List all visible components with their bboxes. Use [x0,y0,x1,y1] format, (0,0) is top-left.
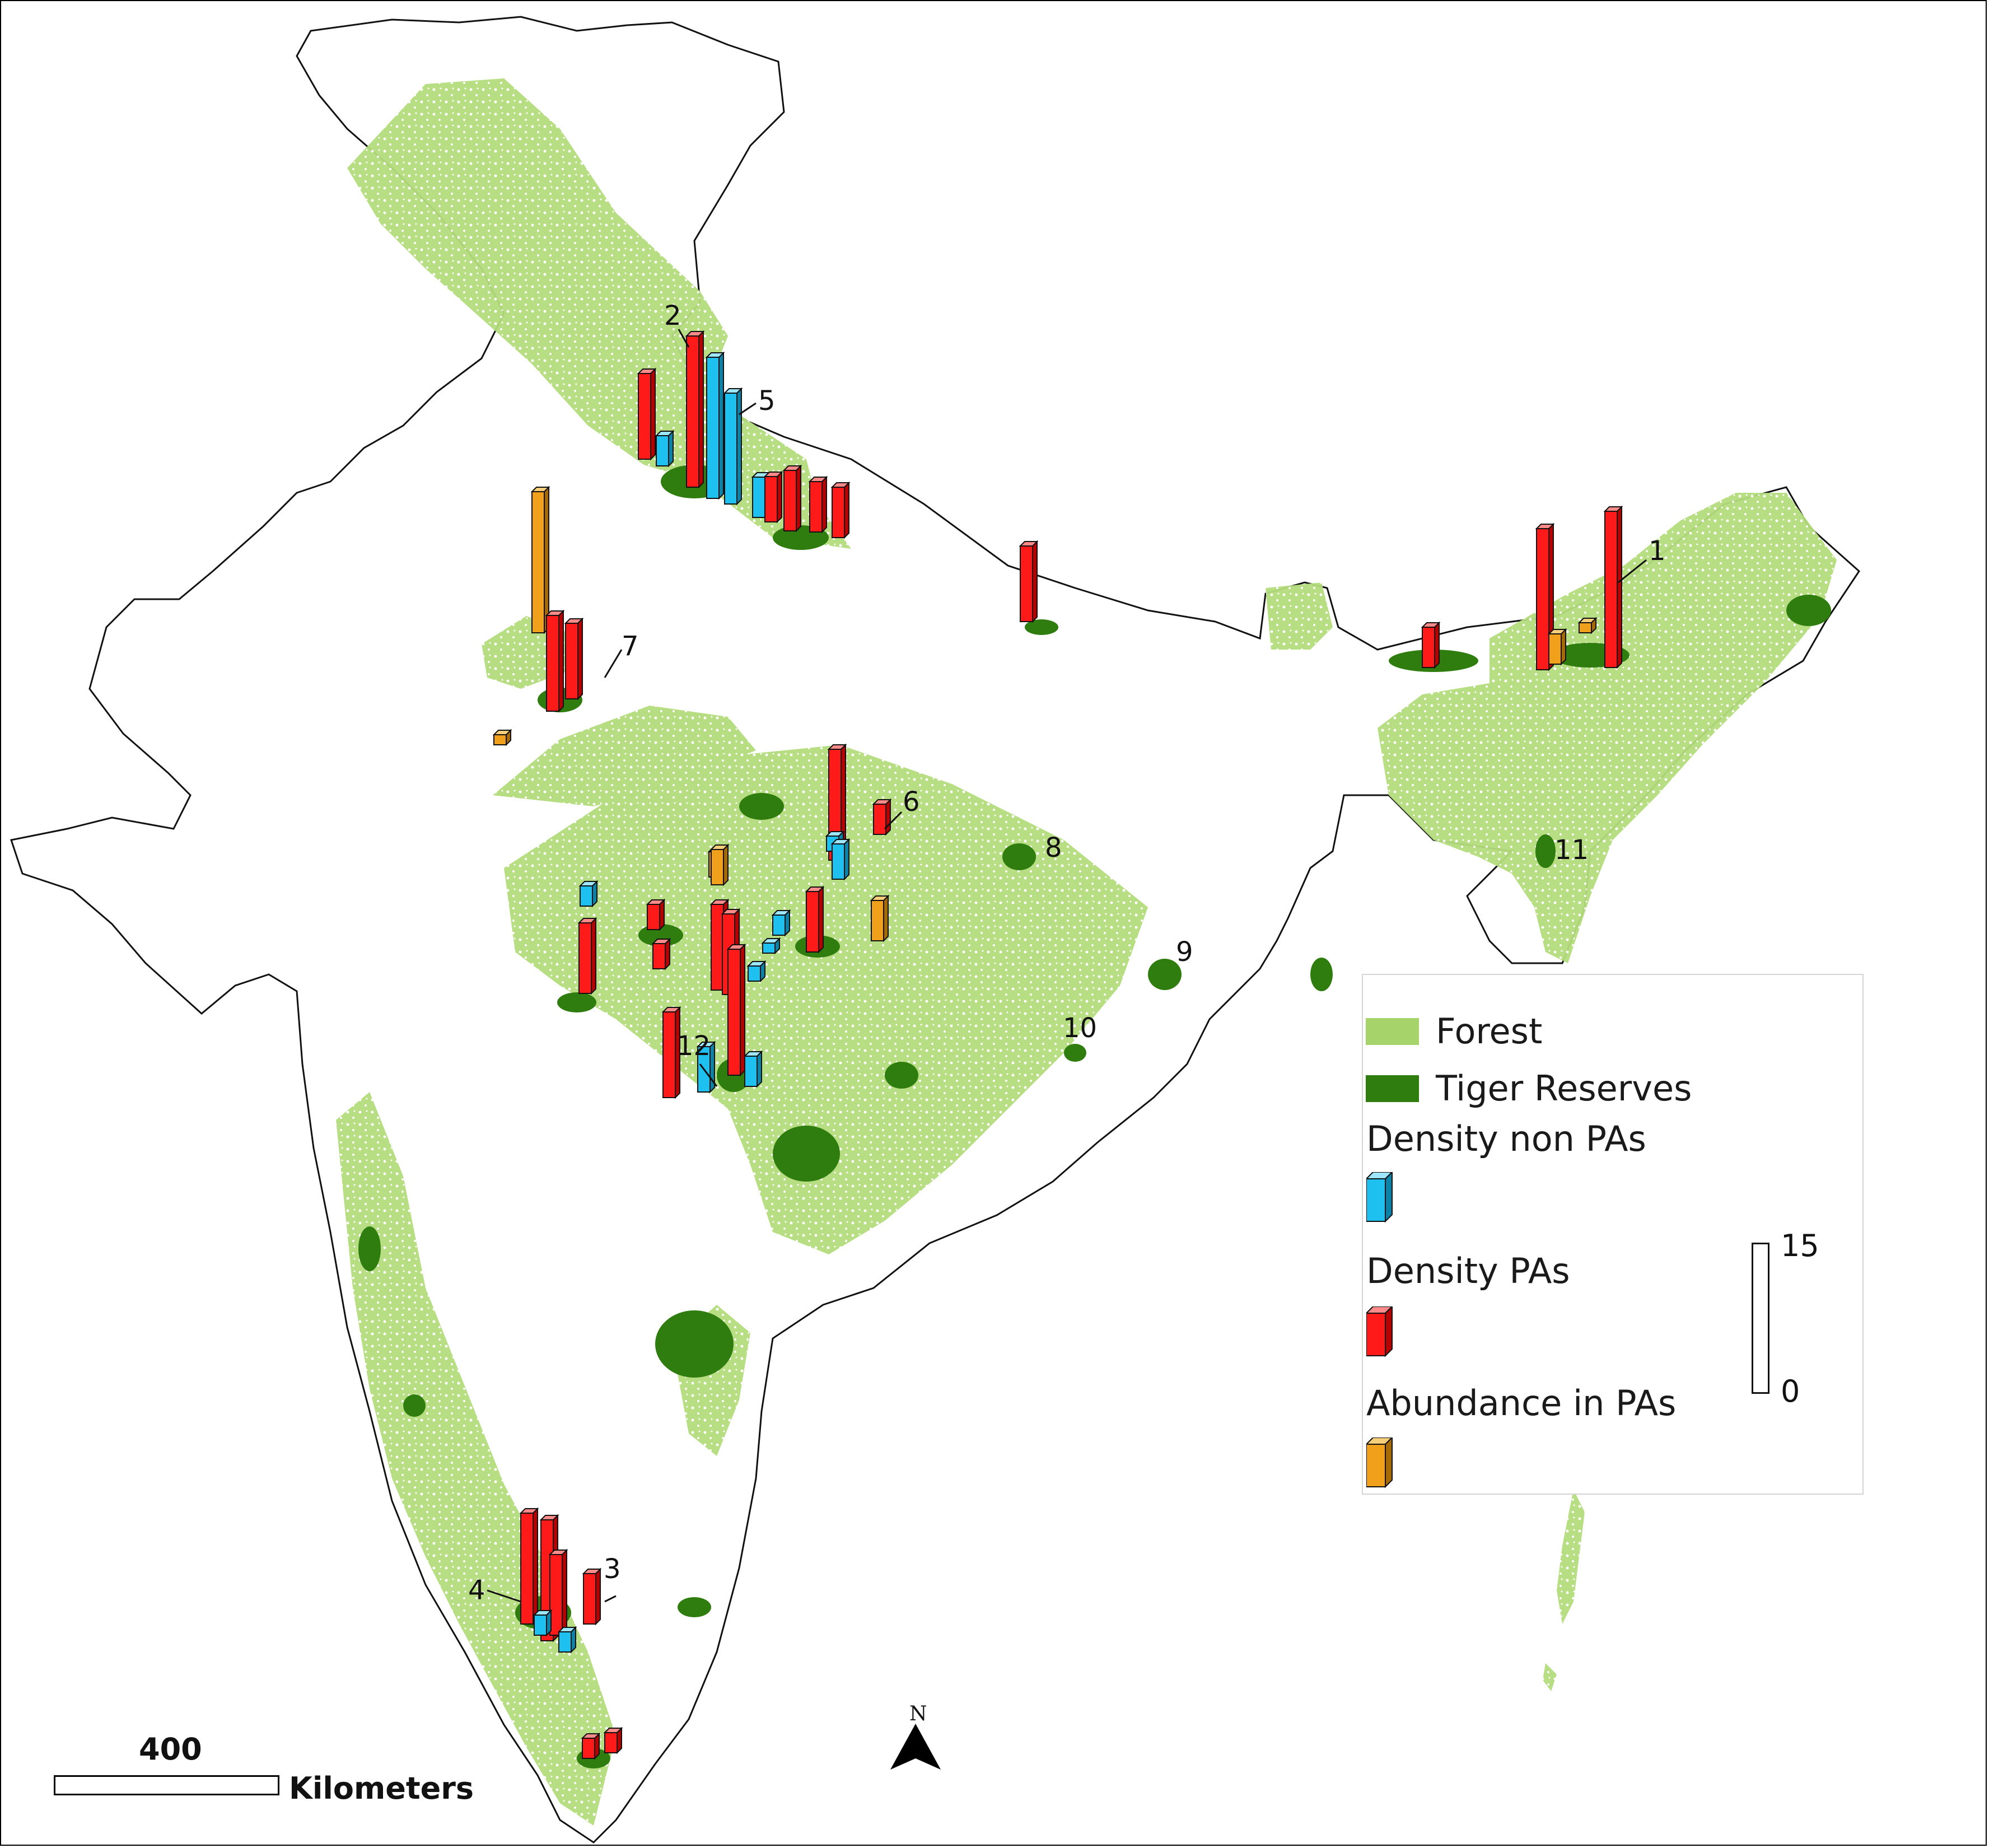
site-label-9: 9 [1176,936,1193,968]
site-label-11: 11 [1554,834,1589,866]
tr-sahyadri [358,1226,381,1271]
bar-density-pas [603,1726,623,1754]
bar-density-non-pas [830,838,851,881]
bar-density-non-pas [761,937,781,955]
tr-satkosia [1064,1044,1086,1062]
bar-density-pas [830,481,851,539]
bar-density-pas [782,464,802,533]
bar-abundance-in-pas [492,729,512,746]
bar-density-pas [582,1567,602,1626]
legend-density-non-pas-label: Density non PAs [1366,1118,1646,1159]
bar-density-pas [726,943,746,1077]
scale-bar-unit: Kilometers [289,1771,474,1806]
legend-density-pas-label: Density PAs [1366,1250,1570,1291]
site-label-3: 3 [604,1553,621,1585]
site-label-12: 12 [676,1030,711,1062]
bar-density-pas [872,798,892,836]
tr-dandeli [403,1394,426,1417]
bar-density-pas [661,1006,681,1099]
bar-abundance-in-pas [709,843,730,886]
legend-abundance-label: Abundance in PAs [1366,1383,1677,1424]
bar-scale-box [1752,1243,1769,1394]
scale-bar-value: 400 [139,1732,202,1767]
legend-density-non-pas-bar [1366,1172,1393,1223]
bar-density-non-pas [533,1609,553,1637]
legend-density-pas-bar [1366,1306,1393,1357]
bar-abundance-in-pas [870,894,890,942]
bar-density-pas [519,1507,539,1626]
forest-swatch [1366,1018,1419,1045]
tr-bhadra [678,1597,711,1617]
bar-density-pas [564,617,584,701]
bar-density-pas [581,1732,601,1760]
bar-density-pas [651,937,671,970]
bar-density-pas [637,367,657,461]
tiger-reserve-swatch [1366,1075,1419,1102]
forest-northeast [1378,493,1837,963]
bar-layer [492,330,1623,1760]
forest-vindhya [493,706,756,806]
tr-melghat [557,992,596,1012]
tr-indravati [773,1126,840,1182]
bar-density-pas [646,898,666,931]
north-arrow-icon [890,1724,941,1770]
legend-tiger-reserves: Tiger Reserves [1363,1068,1692,1109]
bar-density-pas [763,470,783,524]
bar-abundance-in-pas [1547,628,1567,666]
bar-density-non-pas [578,880,599,908]
bar-density-pas [1019,540,1039,623]
site-label-10: 10 [1063,1012,1097,1044]
tr-valmiki [1025,619,1058,635]
tr-dampa [1535,834,1556,868]
bar-density-pas [545,609,565,713]
legend-abundance-bar [1366,1438,1393,1488]
bar-density-pas [1603,505,1623,669]
bar-density-pas [808,475,828,534]
bar-density-non-pas [743,1050,763,1088]
bar-scale-min: 0 [1781,1374,1800,1409]
site-label-7: 7 [622,631,639,662]
site-label-1: 1 [1649,535,1666,567]
tr-sundarbans [1310,958,1333,991]
bar-abundance-in-pas [1577,617,1598,634]
legend-forest-label: Forest [1436,1011,1543,1052]
bar-density-non-pas [771,909,791,937]
tr-namdapha [1786,595,1831,626]
bar-density-non-pas [723,387,743,506]
site-label-8: 8 [1045,832,1062,864]
bar-density-non-pas [557,1626,577,1654]
forest-andaman [1557,1490,1585,1624]
forest-ne-west [1266,582,1333,650]
legend-tiger-reserves-label: Tiger Reserves [1436,1068,1692,1109]
tr-nagarjunasagar [655,1310,734,1378]
forest-andaman-south [1543,1663,1557,1691]
tr-udanti [885,1062,918,1089]
bar-density-pas [548,1548,568,1637]
legend: Forest Tiger Reserves Density non PAs De… [1362,974,1864,1495]
tr-panna [739,793,784,820]
bar-density-pas [805,885,825,954]
tr-bandhavgarh [1002,843,1036,870]
forest-central [504,745,1148,1254]
bar-density-non-pas [705,351,725,500]
bar-density-non-pas [746,960,767,983]
site-label-4: 4 [468,1575,485,1606]
north-label: N [909,1702,927,1725]
bar-abundance-in-pas [530,486,550,634]
tr-simlipal [1148,959,1182,990]
site-label-2: 2 [664,300,681,332]
bar-density-pas [577,917,597,995]
bar-density-pas [685,330,705,489]
site-label-6: 6 [903,786,920,818]
scale-bar [54,1775,279,1795]
legend-forest: Forest [1363,1011,1542,1052]
site-label-5: 5 [758,385,776,417]
bar-density-non-pas [655,430,675,468]
forest-ghats [336,1092,616,1826]
bar-density-pas [1421,621,1441,669]
bar-scale-max: 15 [1781,1228,1819,1263]
site-labels: 1 2 3 4 5 6 7 8 9 10 11 12 [468,300,1666,1606]
